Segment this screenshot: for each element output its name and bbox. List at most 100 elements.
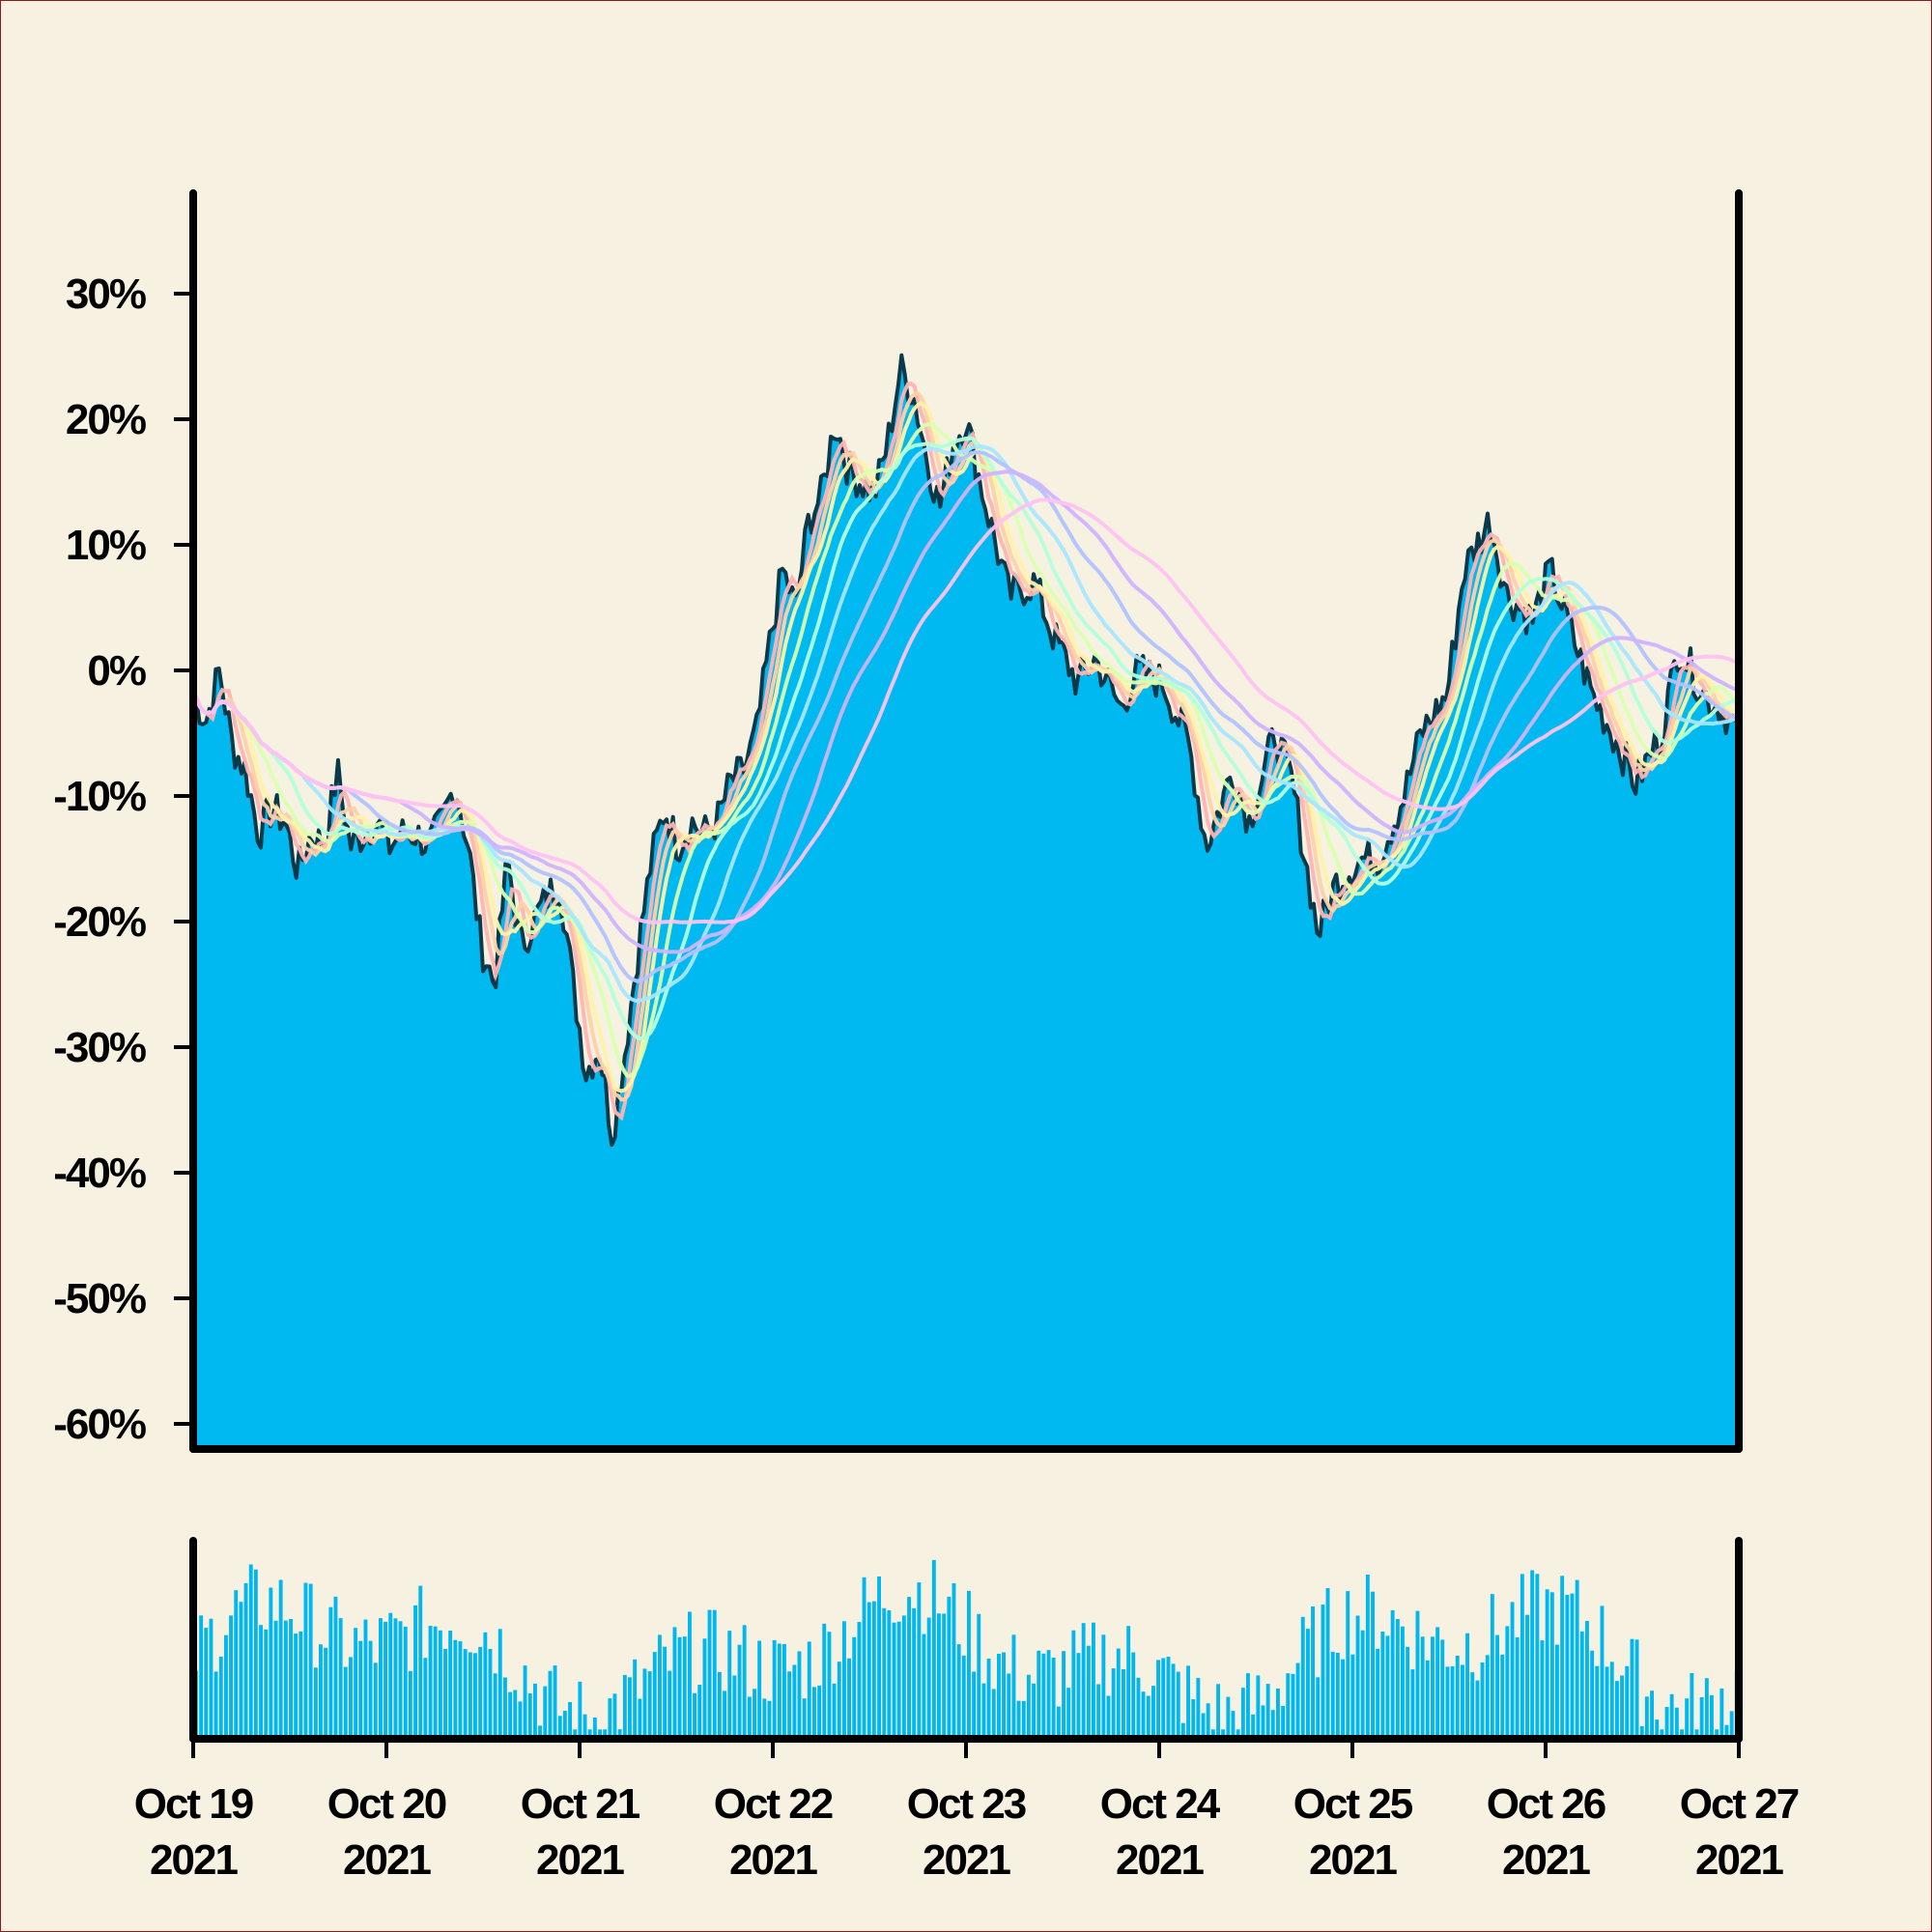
volume-bar	[1341, 1659, 1345, 1739]
volume-bar	[443, 1649, 447, 1739]
volume-bar	[1729, 1711, 1734, 1739]
volume-bar	[338, 1618, 343, 1739]
volume-bar	[1660, 1729, 1664, 1740]
volume-bar	[1350, 1654, 1355, 1739]
volume-bar	[1565, 1595, 1570, 1739]
volume-bar	[1525, 1614, 1529, 1739]
volume-bar	[1016, 1700, 1021, 1739]
volume-bar	[1420, 1636, 1425, 1739]
volume-bar	[497, 1629, 502, 1739]
volume-bar	[273, 1620, 278, 1739]
volume-bar	[1281, 1706, 1286, 1739]
volume-bar	[817, 1685, 822, 1739]
volume-bar	[1540, 1640, 1545, 1739]
volume-bar	[847, 1658, 851, 1739]
volume-bar	[384, 1621, 387, 1739]
volume-bar	[757, 1640, 762, 1739]
volume-bar	[1590, 1650, 1595, 1739]
volume-bar	[209, 1618, 213, 1739]
volume-bar	[867, 1602, 871, 1739]
y-tick-label: 0%	[87, 647, 145, 695]
volume-bar	[308, 1583, 313, 1739]
volume-bar	[1365, 1575, 1370, 1739]
volume-bar	[578, 1681, 582, 1739]
volume-bar	[1674, 1707, 1679, 1739]
volume-bar	[1191, 1699, 1196, 1739]
volume-bar	[1694, 1729, 1699, 1740]
volume-bar	[1650, 1690, 1654, 1739]
volume-bar	[453, 1639, 458, 1739]
volume-bar	[503, 1677, 507, 1739]
volume-bar	[1715, 1729, 1719, 1740]
volume-bar	[737, 1644, 742, 1739]
volume-bar	[1579, 1631, 1584, 1739]
volume-bar	[672, 1627, 677, 1739]
volume-bar	[234, 1590, 239, 1739]
volume-bar	[947, 1597, 952, 1739]
volume-bar	[1325, 1588, 1330, 1739]
volume-bar	[333, 1596, 338, 1739]
volume-bar	[1086, 1645, 1091, 1739]
volume-bar	[1196, 1678, 1201, 1739]
y-tick-label: -30%	[53, 1024, 146, 1071]
volume-bar	[807, 1641, 811, 1739]
volume-bar	[787, 1671, 792, 1739]
volume-bar	[922, 1634, 926, 1739]
volume-bar	[882, 1607, 887, 1739]
volume-bar	[313, 1667, 318, 1739]
volume-bar	[852, 1636, 857, 1739]
volume-bar	[677, 1636, 682, 1739]
x-tick-label-year: 2021	[1116, 1836, 1204, 1884]
volume-bar	[1664, 1707, 1669, 1739]
volume-bar	[1041, 1653, 1046, 1739]
volume-bar	[981, 1683, 986, 1739]
volume-bar	[1406, 1646, 1410, 1739]
volume-bar	[688, 1611, 692, 1739]
volume-bar	[373, 1662, 378, 1739]
volume-bar	[827, 1632, 832, 1739]
volume-bar	[1106, 1695, 1111, 1739]
volume-bar	[1600, 1605, 1605, 1739]
volume-bar	[1431, 1636, 1435, 1739]
volume-bar	[368, 1640, 373, 1739]
volume-bar	[1724, 1724, 1729, 1739]
volume-bar	[1634, 1639, 1639, 1739]
volume-bar	[1445, 1666, 1450, 1739]
volume-bar	[283, 1620, 288, 1739]
x-tick-label-date: Oct 20	[327, 1780, 446, 1828]
volume-bar	[871, 1601, 876, 1739]
volume-bar	[418, 1585, 423, 1739]
volume-bar	[1276, 1689, 1280, 1739]
volume-bar	[448, 1631, 453, 1739]
volume-bar	[707, 1609, 712, 1739]
volume-bar	[712, 1609, 717, 1739]
volume-bar	[1410, 1669, 1415, 1739]
volume-bar	[423, 1658, 428, 1739]
volume-bar	[1096, 1684, 1101, 1739]
volume-bar	[1295, 1662, 1300, 1739]
volume-bar	[732, 1675, 737, 1739]
volume-bar	[901, 1615, 906, 1739]
volume-bar	[802, 1698, 807, 1739]
volume-bar	[628, 1677, 632, 1739]
volume-bar	[1216, 1684, 1220, 1739]
volume-bar	[1311, 1606, 1315, 1739]
volume-bar	[1470, 1672, 1475, 1739]
volume-bar	[1710, 1694, 1714, 1739]
volume-bar	[1066, 1688, 1071, 1739]
volume-bar	[887, 1610, 892, 1739]
volume-bar	[1360, 1630, 1365, 1739]
volume-bar	[1037, 1650, 1041, 1739]
volume-bar	[1609, 1662, 1614, 1739]
volume-bar	[1210, 1729, 1215, 1740]
volume-bar	[1390, 1609, 1395, 1739]
moving-average-line-7	[192, 450, 1740, 983]
volume-bar	[1515, 1637, 1520, 1739]
volume-bar	[354, 1628, 358, 1739]
volume-bar	[343, 1666, 348, 1739]
volume-bar	[1719, 1688, 1724, 1739]
volume-bar	[917, 1582, 922, 1739]
volume-bar	[1076, 1653, 1081, 1739]
y-tick-label: 10%	[66, 522, 146, 569]
volume-bar	[1440, 1639, 1445, 1739]
